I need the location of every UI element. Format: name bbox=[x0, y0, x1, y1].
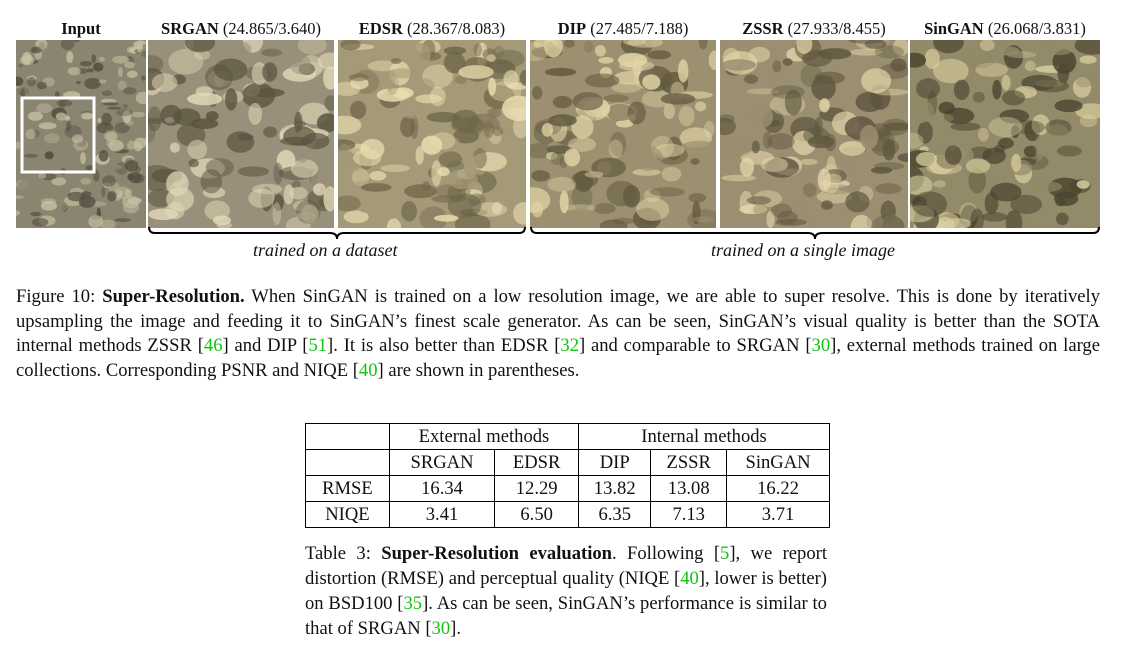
citation-link[interactable]: 51 bbox=[308, 335, 328, 357]
table-cell: 3.41 bbox=[388, 501, 496, 528]
panel-label-dip: DIP (27.485/7.188) bbox=[557, 19, 689, 38]
table-row: RMSE 16.34 12.29 13.82 13.08 16.22 bbox=[305, 475, 830, 502]
stone-texture-dip bbox=[530, 40, 716, 228]
citation-link[interactable]: 30 bbox=[811, 335, 831, 357]
row-header: RMSE bbox=[305, 475, 390, 502]
image-edsr bbox=[338, 40, 526, 228]
citation-link[interactable]: 30 bbox=[431, 618, 451, 639]
brace-label-dataset: trained on a dataset bbox=[253, 240, 398, 260]
table-row: NIQE 3.41 6.50 6.35 7.13 3.71 bbox=[305, 501, 830, 528]
group-external: External methods bbox=[388, 423, 580, 450]
brace-label-single-image: trained on a single image bbox=[711, 240, 895, 260]
stone-texture-singan bbox=[910, 40, 1100, 228]
table-cell: 6.50 bbox=[494, 501, 580, 528]
row-header: NIQE bbox=[305, 501, 390, 528]
figure-caption: Figure 10: Super-Resolution. When SinGAN… bbox=[16, 286, 1101, 381]
results-table: External methods Internal methods SRGAN … bbox=[305, 423, 830, 528]
panel-label-singan: SinGAN (26.068/3.831) bbox=[924, 19, 1086, 38]
panel-label-zssr: ZSSR (27.933/8.455) bbox=[742, 19, 886, 38]
table-caption: Table 3: Super-Resolution evaluation. Fo… bbox=[305, 543, 827, 639]
table-header-groups: External methods Internal methods bbox=[305, 423, 830, 450]
table-header-methods: SRGAN EDSR DIP ZSSR SinGAN bbox=[305, 449, 830, 476]
table-cell: 16.22 bbox=[726, 475, 830, 502]
table-cell: 13.08 bbox=[650, 475, 728, 502]
citation-link[interactable]: 46 bbox=[203, 335, 223, 357]
stone-texture-srgan bbox=[148, 40, 334, 228]
brace-dataset bbox=[148, 226, 526, 240]
image-zssr bbox=[720, 40, 908, 228]
stone-texture-edsr bbox=[338, 40, 526, 228]
column-header: SRGAN bbox=[388, 449, 496, 476]
image-input bbox=[16, 40, 146, 228]
citation-link[interactable]: 5 bbox=[720, 543, 730, 564]
stone-texture-zssr bbox=[720, 40, 908, 228]
image-srgan bbox=[148, 40, 334, 228]
column-header: EDSR bbox=[494, 449, 580, 476]
table-cell: 13.82 bbox=[578, 475, 652, 502]
column-header: SinGAN bbox=[726, 449, 830, 476]
group-internal: Internal methods bbox=[578, 423, 830, 450]
column-header: DIP bbox=[578, 449, 652, 476]
image-dip bbox=[530, 40, 716, 228]
table-cell: 7.13 bbox=[650, 501, 728, 528]
brace-single-image bbox=[530, 226, 1100, 240]
panel-label-edsr: EDSR (28.367/8.083) bbox=[358, 19, 506, 38]
panel-label-input: Input bbox=[61, 19, 101, 38]
citation-link[interactable]: 40 bbox=[358, 359, 378, 381]
panel-label-srgan: SRGAN (24.865/3.640) bbox=[161, 19, 321, 38]
table-corner bbox=[305, 423, 390, 450]
table-cell: 12.29 bbox=[494, 475, 580, 502]
table-cell: 3.71 bbox=[726, 501, 830, 528]
citation-link[interactable]: 32 bbox=[560, 335, 579, 357]
crop-box bbox=[20, 96, 96, 174]
table-corner bbox=[305, 449, 390, 476]
citation-link[interactable]: 40 bbox=[680, 568, 699, 589]
table-cell: 6.35 bbox=[578, 501, 652, 528]
table-cell: 16.34 bbox=[388, 475, 496, 502]
citation-link[interactable]: 35 bbox=[403, 593, 423, 614]
image-singan bbox=[910, 40, 1100, 228]
stone-texture-input bbox=[16, 40, 146, 228]
column-header: ZSSR bbox=[650, 449, 728, 476]
